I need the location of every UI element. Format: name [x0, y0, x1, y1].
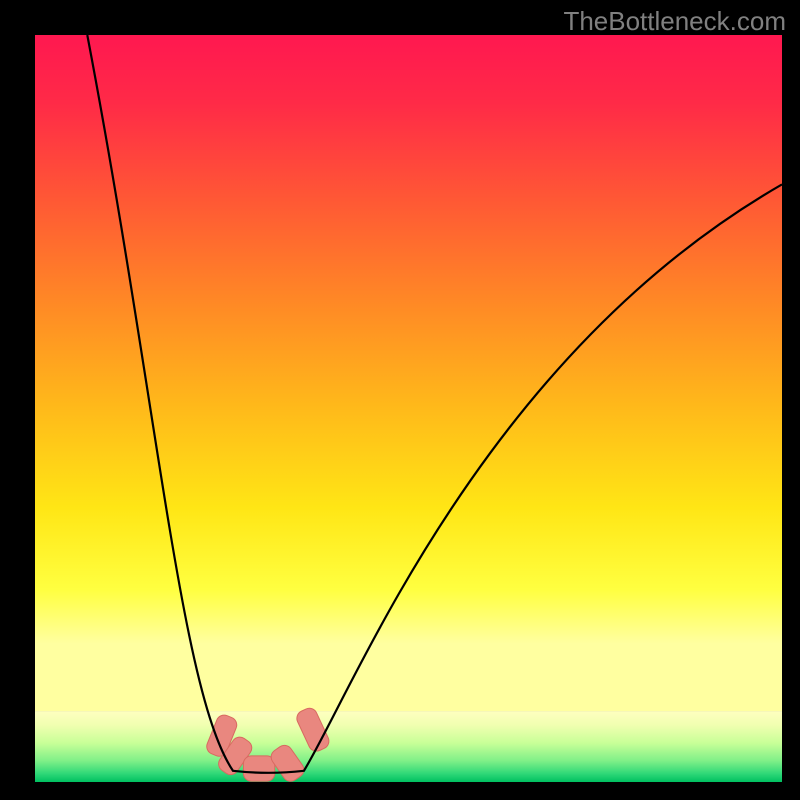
gradient-background	[35, 35, 782, 711]
chart-svg	[35, 35, 782, 782]
watermark-text: TheBottleneck.com	[563, 6, 786, 37]
valley-marker	[243, 756, 274, 781]
plot-area	[35, 35, 782, 782]
bottom-green-band	[35, 711, 782, 782]
